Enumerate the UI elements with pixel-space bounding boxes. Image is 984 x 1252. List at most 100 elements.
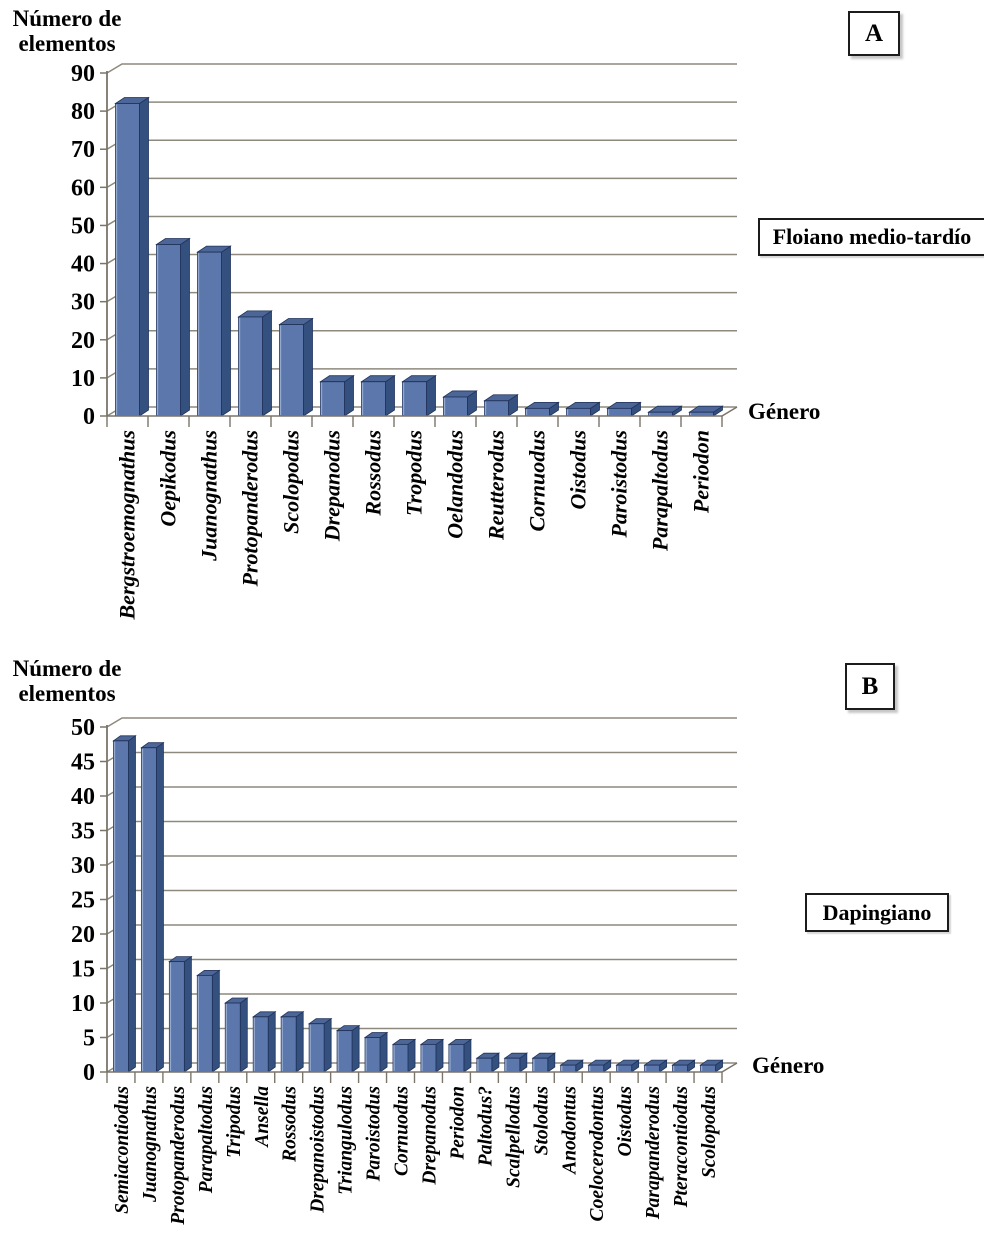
x-category-label: Drepanodus: [419, 1086, 440, 1186]
x-category-label: Periodon: [447, 1086, 468, 1161]
x-category-label: Rossodus: [280, 1086, 301, 1163]
y-tick-label: 90: [71, 61, 95, 87]
y-tick-label: 50: [71, 213, 95, 239]
y-tick-label: 50: [71, 715, 95, 741]
bar-side-face: [262, 310, 272, 417]
panel-letter-b: B: [861, 672, 879, 700]
x-category-label: Cornuodus: [525, 430, 550, 532]
x-category-label: Cornuodus: [392, 1086, 413, 1176]
y-tick-label: 40: [71, 252, 95, 278]
gridline: [106, 101, 737, 112]
x-category-label: Bergstroemognathus: [115, 430, 140, 621]
bar: [443, 396, 468, 417]
x-category-label: Parapaltodus: [196, 1086, 217, 1194]
bar: [115, 103, 140, 417]
bar: [392, 1043, 409, 1073]
period-label-box-b: Dapingiano: [805, 893, 949, 932]
gridline: [106, 751, 737, 763]
x-category-label: Coelocerodontus: [587, 1086, 608, 1221]
bar: [616, 1064, 633, 1073]
bar: [224, 1002, 241, 1073]
floor-right-edge: [721, 1062, 738, 1073]
x-category-label: Semiacontiodus: [112, 1086, 133, 1214]
bar-side-face: [463, 1038, 472, 1073]
x-category-label: Oistodus: [566, 430, 591, 509]
panel-letter-box-a: A: [848, 11, 900, 56]
x-category-label: Anodontus: [559, 1086, 580, 1176]
bar: [196, 974, 213, 1073]
x-category-label: Protopanderodus: [168, 1086, 189, 1226]
gridline: [106, 889, 737, 901]
bar: [532, 1057, 549, 1073]
gridline: [106, 63, 737, 74]
bar: [588, 1064, 605, 1073]
period-label-a: Floiano medio-tardío: [772, 224, 972, 249]
panel-a: 0 10 20 30 40 50 60 70 80 90 Bergstroemognathus Oep…: [12, 6, 984, 621]
y-tick-label: 0: [83, 1060, 95, 1086]
gridline: [106, 139, 737, 150]
bar-side-face: [267, 1011, 276, 1073]
panel-letter-a: A: [864, 19, 884, 47]
y-tick-label: 5: [83, 1026, 95, 1052]
x-category-label: Triangulodus: [336, 1086, 357, 1195]
x-category-label: Pteracontiodus: [671, 1086, 692, 1208]
x-category-label: Protopanderodus: [238, 430, 263, 587]
bar: [566, 407, 591, 417]
bar: [308, 1023, 325, 1073]
bar: [644, 1064, 661, 1073]
bar: [448, 1043, 465, 1073]
x-category-label: Oelandodus: [443, 430, 468, 539]
y-axis-title-a: Número de elementos: [12, 6, 122, 57]
x-category-label: Drepanodus: [320, 430, 345, 542]
bar: [252, 1016, 269, 1073]
y-tick-label: 45: [71, 750, 95, 776]
bar: [402, 381, 427, 417]
y-tick-label: 0: [83, 404, 95, 430]
x-category-label: Drepanoistodus: [308, 1086, 329, 1214]
y-tick-label: 10: [71, 991, 95, 1017]
bar-side-face: [295, 1011, 304, 1073]
x-category-label: Tripodus: [224, 1086, 245, 1158]
bar: [280, 1016, 297, 1073]
x-category-label: Parapaltodus: [648, 430, 673, 552]
x-axis-title-b: Género: [752, 1053, 825, 1078]
bar: [364, 1037, 381, 1073]
y-tick-label: 30: [71, 853, 95, 879]
x-category-label: Paroistodus: [364, 1086, 385, 1182]
x-category-label: Paroistodus: [607, 430, 632, 539]
bar: [336, 1030, 353, 1073]
bar-side-face: [211, 969, 220, 1073]
x-category-label: Periodon: [689, 430, 714, 514]
gridline: [106, 215, 737, 227]
bar: [525, 407, 550, 417]
x-category-label: Oistodus: [615, 1086, 636, 1156]
bar-side-face: [379, 1031, 388, 1073]
y-tick-label: 15: [71, 957, 95, 983]
gridline: [106, 820, 737, 832]
x-category-label: Paltodus?: [475, 1086, 496, 1167]
bar-side-face: [344, 374, 354, 417]
bar-side-face: [180, 237, 190, 417]
period-label-b: Dapingiano: [822, 899, 932, 925]
x-category-label: Scolopodus: [279, 430, 304, 534]
y-tick-label: 30: [71, 290, 95, 316]
period-label-box-a: Floiano medio-tardío: [758, 218, 984, 256]
x-category-label: Scalpellodus: [503, 1086, 524, 1188]
y-tick-label: 20: [71, 328, 95, 354]
bar: [420, 1043, 437, 1073]
gridline: [106, 717, 737, 728]
bar-side-face: [385, 374, 395, 417]
y-tick-label: 25: [71, 888, 95, 914]
bar-side-face: [139, 96, 149, 417]
bar-side-face: [239, 997, 248, 1073]
x-category-label: Stolodus: [531, 1086, 552, 1155]
bar-side-face: [303, 317, 313, 417]
x-category-label: Parapanderodus: [643, 1086, 664, 1220]
bar: [238, 316, 263, 417]
x-category-label: Juanognathus: [197, 430, 222, 562]
bar-side-face: [221, 245, 231, 417]
floor-right-edge: [721, 406, 738, 417]
gridline: [106, 958, 737, 970]
x-category-label: Reutterodus: [484, 430, 509, 541]
